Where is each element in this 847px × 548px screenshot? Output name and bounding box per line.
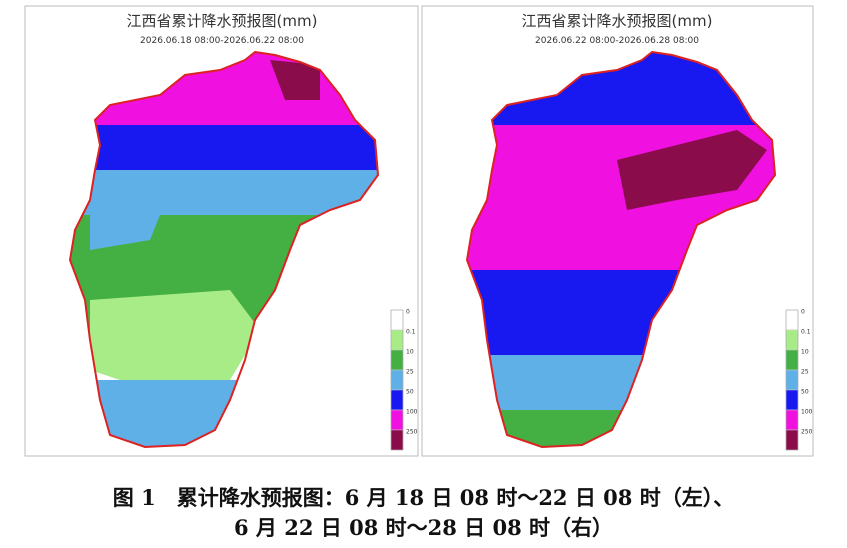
legend-frame <box>390 309 404 451</box>
legend-swatch <box>785 409 799 431</box>
maps: 江西省累计降水预报图(mm) 2026.06.18 08:00-2026.06.… <box>24 5 814 457</box>
caption-line: 6 月 22 日 08 时～28 日 08 时（右） <box>234 515 613 540</box>
legend-swatch <box>390 409 404 431</box>
legend-swatch <box>785 309 799 331</box>
map-period: 2026.06.18 08:00-2026.06.22 08:00 <box>140 36 304 46</box>
legend-swatch <box>390 429 404 451</box>
legend-label: 50 <box>801 389 809 396</box>
legend-label: 50 <box>406 389 414 396</box>
legend-swatch <box>785 329 799 351</box>
legend-swatch <box>390 389 404 411</box>
legend-label: 250 <box>801 429 813 436</box>
legend-label: 100 <box>406 409 418 416</box>
rain-areas <box>70 52 378 447</box>
legend-swatch <box>785 349 799 371</box>
legend-label: 25 <box>801 369 809 376</box>
legend-label: 0 <box>801 309 805 316</box>
legend-label: 10 <box>406 349 414 356</box>
map-title: 江西省累计降水预报图(mm) <box>522 12 713 30</box>
legend-swatch <box>390 369 404 391</box>
map-panel: 江西省累计降水预报图(mm) 2026.06.22 08:00-2026.06.… <box>421 5 814 457</box>
caption-line: 图 1 累计降水预报图：6 月 18 日 08 时～22 日 08 时（左）、 <box>112 485 735 510</box>
legend-label: 10 <box>801 349 809 356</box>
map-period: 2026.06.22 08:00-2026.06.28 08:00 <box>535 36 699 46</box>
legend-swatch <box>390 349 404 371</box>
legend-frame <box>785 309 799 451</box>
legend-label: 0.1 <box>801 329 811 336</box>
map-panel: 江西省累计降水预报图(mm) 2026.06.18 08:00-2026.06.… <box>24 5 419 457</box>
map-title: 江西省累计降水预报图(mm) <box>127 12 318 30</box>
legend-label: 25 <box>406 369 414 376</box>
legend-label: 0 <box>406 309 410 316</box>
legend-label: 250 <box>406 429 418 436</box>
legend-label: 100 <box>801 409 813 416</box>
legend-swatch <box>785 389 799 411</box>
legend-label: 0.1 <box>406 329 416 336</box>
legend-swatch <box>390 309 404 331</box>
legend-swatch <box>785 429 799 451</box>
legend-swatch <box>390 329 404 351</box>
legend-swatch <box>785 369 799 391</box>
